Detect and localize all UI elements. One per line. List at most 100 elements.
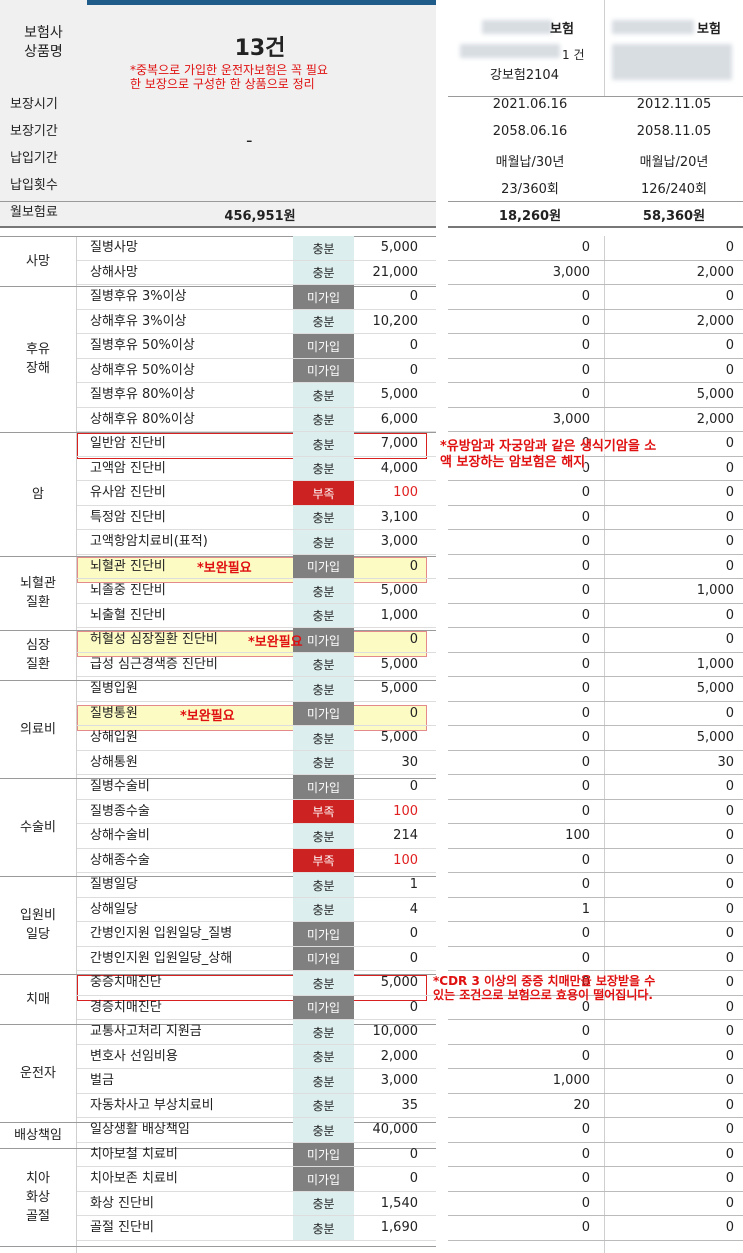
coverage-amount: 3,000 <box>380 1073 418 1088</box>
coverage-label: 고액항암치료비(표적) <box>90 534 208 549</box>
header-note-line2: 한 보장으로 구성한 한 상품으로 정리 <box>130 77 315 91</box>
group-rule <box>0 876 436 877</box>
row-rule <box>448 627 743 628</box>
coverage-amount: 100 <box>393 804 418 819</box>
row-rule <box>448 578 743 579</box>
row-rule <box>448 1019 743 1020</box>
insurer1-amount: 0 <box>581 461 590 476</box>
status-badge: 충분 <box>293 824 354 848</box>
insurer2-amount: 1,000 <box>696 657 734 672</box>
info-dash: - <box>246 130 253 151</box>
row-rule <box>448 652 743 653</box>
row-rule <box>77 1044 436 1045</box>
status-badge: 충분 <box>293 457 354 480</box>
status-badge: 미가입 <box>293 555 354 578</box>
status-badge: 충분 <box>293 898 354 921</box>
insurer1-amount: 1 <box>581 902 590 917</box>
row-rule <box>448 823 743 824</box>
coverage-label: 간병인지원 입원일당_상해 <box>90 951 233 966</box>
row-rule <box>77 1240 436 1241</box>
coverage-amount: 1,000 <box>380 608 418 623</box>
row-rule <box>77 358 436 359</box>
group-rule <box>0 432 436 433</box>
info-label-coverage-period: 보장기간 <box>10 124 58 139</box>
insurer1-amount: 0 <box>581 363 590 378</box>
row-rule <box>77 701 436 702</box>
info-label-coverage-start: 보장시기 <box>10 97 58 112</box>
row-rule <box>77 333 436 334</box>
insurer2-amount: 0 <box>725 1122 734 1137</box>
insurer2-amount: 0 <box>725 779 734 794</box>
coverage-label: 화상 진단비 <box>90 1196 154 1211</box>
coverage-label: 유사암 진단비 <box>90 485 166 500</box>
insurer2-name-blur <box>612 20 694 34</box>
insurer1-amount: 3,000 <box>552 265 590 280</box>
note-cancer-line2: 액 보장하는 암보험은 해지 <box>440 455 586 470</box>
row-rule <box>448 382 743 383</box>
row-rule <box>448 505 743 506</box>
status-badge: 부족 <box>293 849 354 872</box>
row-rule <box>77 456 436 457</box>
group-dementia-label: 치매 <box>26 991 50 1007</box>
insurer2-amount: 0 <box>725 706 734 721</box>
status-badge: 충분 <box>293 751 354 774</box>
insurer2-amount: 0 <box>725 926 734 941</box>
status-badge: 미가입 <box>293 702 354 725</box>
insurer2-amount: 5,000 <box>696 387 734 402</box>
insurer2-amount: 0 <box>725 461 734 476</box>
row-rule <box>77 676 436 677</box>
insurer1-product: 강보험2104 <box>490 68 559 83</box>
insurer2-amount: 0 <box>725 289 734 304</box>
insurer2-amount: 0 <box>725 1000 734 1015</box>
info-label-premium: 월보험료 <box>10 205 58 220</box>
coverage-amount: 4 <box>409 902 418 917</box>
insurer2-amount: 1,000 <box>696 583 734 598</box>
coverage-amount: 0 <box>409 926 418 941</box>
group-medical-label: 의료비 <box>20 721 56 737</box>
header-label: 보험사 상품명 <box>0 24 87 62</box>
coverage-label: 경증치매진단 <box>90 1000 162 1015</box>
insurer2-amount: 0 <box>725 1098 734 1113</box>
status-badge: 충분 <box>293 1118 354 1142</box>
row-rule <box>448 897 743 898</box>
insurer1-sub-blur <box>460 44 560 58</box>
coverage-label: 질병일당 <box>90 877 138 892</box>
coverage-amount: 4,000 <box>380 461 418 476</box>
coverage-label: 뇌졸중 진단비 <box>90 583 166 598</box>
row-rule <box>77 1019 436 1020</box>
info-ins1-coverage-period: 2058.06.16 <box>492 124 568 139</box>
insurer2-amount: 0 <box>725 1024 734 1039</box>
insurer2-amount: 0 <box>725 534 734 549</box>
group-rule <box>0 1148 436 1149</box>
premium-rule-top-right <box>448 201 743 202</box>
insurer1-amount: 0 <box>581 387 590 402</box>
row-rule <box>77 603 436 604</box>
row-rule <box>77 921 436 922</box>
note-supplement-brain: *보완필요 <box>197 561 252 576</box>
group-rule <box>0 680 436 681</box>
coverage-label: 치아보철 치료비 <box>90 1147 178 1162</box>
row-rule <box>77 848 436 849</box>
coverage-label: 벌금 <box>90 1073 114 1088</box>
row-rule <box>448 799 743 800</box>
coverage-amount: 3,000 <box>380 534 418 549</box>
coverage-amount: 40,000 <box>372 1122 419 1137</box>
coverage-label: 상해후유 80%이상 <box>90 412 195 427</box>
group-medical: 의료비 <box>0 680 76 778</box>
info-label-payment-period: 납입기간 <box>10 151 58 166</box>
row-rule <box>77 1142 436 1143</box>
insurer2-amount: 2,000 <box>696 314 734 329</box>
group-hospital-label1: 입원비 <box>20 908 56 923</box>
coverage-amount: 5,000 <box>380 657 418 672</box>
insurer1-amount: 0 <box>581 951 590 966</box>
header-note-line1: *중복으로 가입한 운전자보험은 꼭 필요 <box>130 63 328 77</box>
insurer2-amount: 0 <box>725 608 734 623</box>
row-rule <box>448 529 743 530</box>
insurer1-amount: 0 <box>581 1122 590 1137</box>
coverage-label: 간병인지원 입원일당_질병 <box>90 926 233 941</box>
status-badge: 미가입 <box>293 1167 354 1191</box>
insurer1-amount: 0 <box>581 926 590 941</box>
row-rule <box>448 554 743 555</box>
coverage-label: 상해종수술 <box>90 853 150 868</box>
row-rule <box>448 260 743 261</box>
